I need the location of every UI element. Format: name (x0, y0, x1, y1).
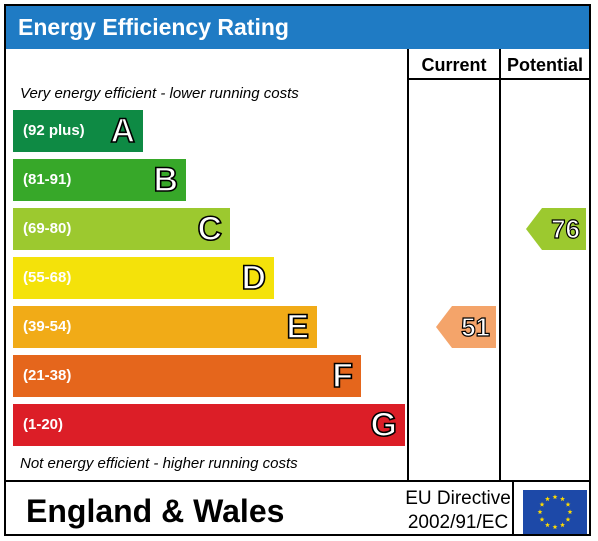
band-g-letter: G (370, 405, 398, 445)
band-f: (21-38) F (13, 355, 361, 397)
band-c-letter: C (197, 209, 223, 249)
band-a-range: (92 plus) (23, 122, 85, 139)
band-e-letter: E (286, 307, 310, 347)
note-inefficient: Not energy efficient - higher running co… (20, 455, 298, 472)
band-g: (1-20) G (13, 404, 405, 446)
eu-star (537, 509, 543, 515)
footer-rule (6, 480, 589, 482)
divider-potential (499, 49, 501, 482)
potential-rating-arrow: 76 (526, 208, 586, 250)
band-f-range: (21-38) (23, 367, 72, 384)
divider-current (407, 49, 409, 482)
eu-star (539, 516, 545, 522)
current-rating-arrow-value: 51 (460, 311, 490, 342)
column-current-header: Current (421, 55, 487, 75)
band-e: (39-54) E (13, 306, 317, 348)
eu-star (545, 522, 550, 528)
band-e-range: (39-54) (23, 318, 72, 335)
band-d-range: (55-68) (23, 269, 72, 286)
eu-directive: EU Directive 2002/91/EC (398, 487, 518, 535)
eu-star (560, 496, 565, 502)
band-c: (69-80) C (13, 208, 230, 250)
eu-flag-icon (523, 490, 587, 534)
potential-rating-arrow-shape (526, 208, 586, 250)
column-header-rule (407, 78, 589, 80)
band-b-letter: B (153, 160, 179, 200)
note-efficient: Very energy efficient - lower running co… (20, 85, 299, 102)
band-d-letter: D (241, 258, 267, 298)
eu-star (565, 516, 571, 522)
band-g-range: (1-20) (23, 416, 64, 433)
column-potential-header: Potential (506, 55, 583, 75)
eu-star (567, 509, 573, 515)
band-f-letter: F (331, 356, 353, 396)
eu-directive-line2: 2002/91/EC (407, 512, 509, 533)
current-rating-arrow: 51 (436, 306, 496, 348)
potential-rating-arrow-value: 76 (550, 213, 580, 244)
eu-star (552, 494, 558, 500)
eu-star (565, 501, 571, 507)
eu-star (539, 501, 545, 507)
epc-chart: Energy Efficiency Rating Current Potenti… (4, 4, 591, 536)
band-a-letter: A (110, 111, 136, 151)
band-b-range: (81-91) (23, 171, 72, 188)
eu-star (552, 524, 558, 530)
region-label: England & Wales (26, 493, 285, 529)
footer-divider (512, 482, 514, 534)
chart-title: Energy Efficiency Rating (6, 6, 589, 49)
eu-star (560, 522, 565, 528)
band-d: (55-68) D (13, 257, 274, 299)
eu-directive-line1: EU Directive (405, 488, 511, 509)
eu-star (545, 496, 550, 502)
band-a: (92 plus) A (13, 110, 143, 152)
band-b: (81-91) B (13, 159, 186, 201)
current-rating-arrow-shape (436, 306, 496, 348)
band-c-range: (69-80) (23, 220, 72, 237)
